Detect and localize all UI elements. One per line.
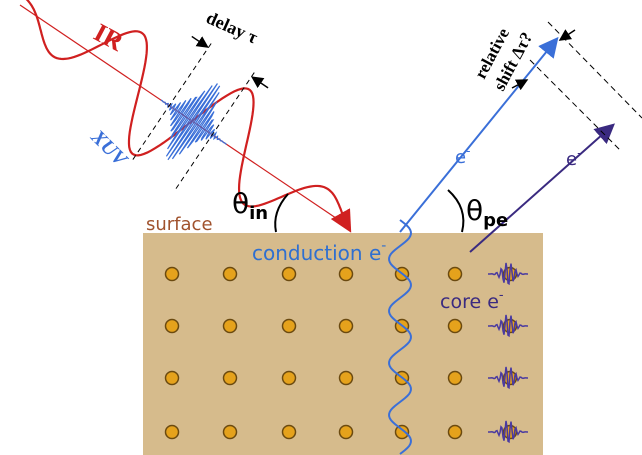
atom xyxy=(447,266,463,282)
atom xyxy=(164,266,180,282)
surface-label: surface xyxy=(146,214,213,235)
atom xyxy=(222,266,238,282)
electron-label: e- xyxy=(566,146,581,170)
text: e xyxy=(566,149,577,170)
atom xyxy=(164,318,180,334)
surface-block xyxy=(143,233,543,455)
atom xyxy=(164,370,180,386)
conduction-wave xyxy=(388,219,412,455)
text: conduction e xyxy=(252,241,381,265)
pulse xyxy=(19,0,352,233)
atom xyxy=(447,424,463,440)
atom xyxy=(338,370,354,386)
superscript: - xyxy=(577,146,581,160)
dashed-line xyxy=(547,21,642,119)
atom xyxy=(338,318,354,334)
subscript: in xyxy=(249,203,268,224)
core-label: core e- xyxy=(440,288,504,313)
delay-arrow xyxy=(251,76,269,89)
atom xyxy=(447,370,463,386)
atom xyxy=(447,318,463,334)
atom xyxy=(281,424,297,440)
atom xyxy=(281,266,297,282)
atom xyxy=(164,424,180,440)
atom xyxy=(338,266,354,282)
delay-label: delay τ xyxy=(203,7,261,47)
waves xyxy=(19,0,528,455)
core-wave xyxy=(488,262,528,286)
superscript: - xyxy=(466,144,470,158)
atom xyxy=(394,424,410,440)
atom xyxy=(222,370,238,386)
superscript: - xyxy=(499,288,504,303)
xuv-label: XUV xyxy=(86,125,133,172)
ir-label: IR xyxy=(89,18,128,57)
electron-arrow xyxy=(469,123,615,253)
atom xyxy=(338,424,354,440)
atom xyxy=(281,318,297,334)
electron-arrow xyxy=(399,36,559,233)
dashed-line xyxy=(529,59,621,151)
shift-arrow xyxy=(511,79,529,91)
symbol: θ xyxy=(232,187,249,220)
text: core e xyxy=(440,291,499,313)
core-wave xyxy=(488,420,528,444)
atom xyxy=(222,424,238,440)
shift-arrow xyxy=(558,29,576,41)
text: e xyxy=(455,147,466,168)
delay-arrow xyxy=(191,35,209,48)
superscript: - xyxy=(381,238,386,254)
core-wave xyxy=(488,366,528,390)
xuv-wave xyxy=(160,83,227,161)
core-wave xyxy=(488,314,528,338)
symbol: θ xyxy=(466,194,483,227)
conduction-label: conduction e- xyxy=(252,238,386,265)
theta-pe-label: θpe xyxy=(466,194,508,231)
atom xyxy=(222,318,238,334)
electron-label: e- xyxy=(455,144,470,168)
atom xyxy=(281,370,297,386)
angle-arc xyxy=(447,189,465,233)
theta-in-label: θin xyxy=(232,187,268,224)
angle-arc xyxy=(274,193,289,233)
subscript: pe xyxy=(483,210,508,231)
